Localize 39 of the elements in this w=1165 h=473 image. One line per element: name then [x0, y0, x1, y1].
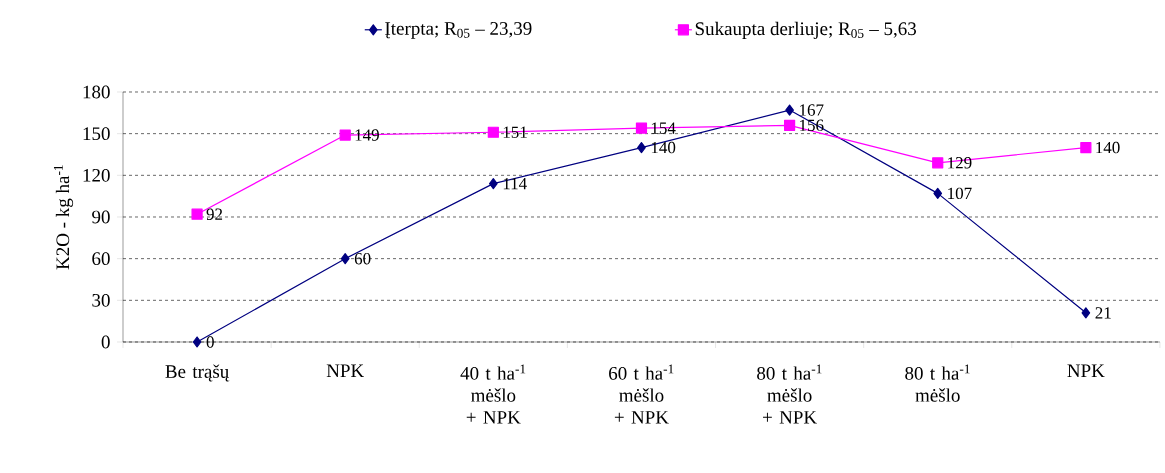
legend-label: Sukaupta derliuje; R$_{05}$ – 5,63	[695, 21, 917, 39]
point	[933, 187, 943, 199]
point	[1081, 307, 1091, 319]
x-tick-label: Be trąšų	[165, 364, 230, 382]
x-tick-label: NPK	[1067, 364, 1105, 377]
data-label: 140	[1096, 141, 1120, 154]
legend-label: Įterpta; R$_{05}$ – 23,39	[385, 22, 532, 39]
data-label: 60	[354, 252, 371, 265]
data-label: 0	[206, 336, 214, 348]
point	[785, 104, 794, 116]
point	[932, 157, 944, 169]
data-label: 167	[800, 104, 824, 116]
y-tick-label: 120	[83, 168, 110, 182]
y-tick-label: 90	[92, 210, 110, 224]
y-tick-label: 180	[83, 85, 110, 99]
x-tick-label: 80 t ha$^{-1}$ mėšlo	[905, 364, 970, 402]
point	[488, 178, 498, 190]
point	[635, 122, 648, 134]
data-label: 92	[206, 208, 223, 220]
data-label: 114	[503, 178, 527, 190]
y-tick-label: 150	[83, 127, 110, 141]
point	[339, 129, 351, 141]
point	[191, 208, 203, 220]
data-label: 21	[1095, 307, 1111, 319]
y-tick-label: 30	[92, 293, 110, 307]
data-label: 107	[948, 187, 972, 200]
point	[1080, 141, 1092, 154]
y-tick-label: 60	[92, 252, 110, 266]
x-tick-label: NPK	[326, 364, 364, 377]
x-tick-label: 60 t ha$^{-1}$ mėšlo + NPK	[609, 364, 674, 424]
x-tick-label: 40 t ha$^{-1}$ mėšlo + NPK	[460, 364, 526, 424]
data-label: 140	[651, 141, 676, 154]
y-axis-title: K2O - kg ha$^{-1}$	[53, 165, 74, 270]
point	[340, 253, 350, 265]
point	[192, 336, 202, 348]
point	[487, 126, 499, 138]
x-tick-label: 80 t ha$^{-1}$ mėšlo + NPK	[757, 364, 822, 424]
y-tick-label: 0	[101, 335, 110, 349]
point	[784, 119, 796, 131]
